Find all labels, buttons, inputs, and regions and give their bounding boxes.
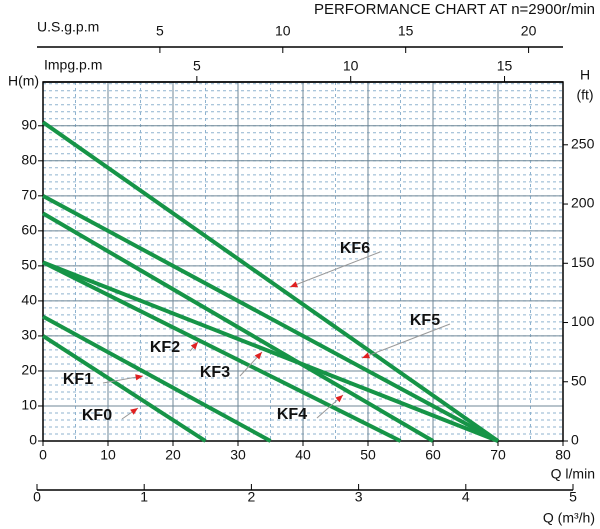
axis-tick-label: 15 — [398, 23, 414, 39]
curve — [42, 260, 499, 443]
axis-tick-label: 0 — [33, 489, 41, 505]
y2-tick-label: 50 — [571, 372, 587, 388]
arrow-head — [290, 281, 298, 288]
x-tick-label: 80 — [555, 447, 571, 463]
y2-tick-label: 250 — [571, 135, 595, 151]
y-tick-label: 80 — [21, 152, 37, 168]
y2-tick-label: 0 — [571, 432, 579, 448]
y-tick-label: 0 — [29, 432, 37, 448]
axis-tick-label: 10 — [343, 58, 359, 74]
series-label: KF3 — [200, 364, 230, 381]
y-tick-label: 70 — [21, 187, 37, 203]
x-tick-label: 30 — [230, 447, 246, 463]
y-axis-label: H(m) — [8, 73, 39, 89]
y-tick-label: 60 — [21, 222, 37, 238]
axis-tick-label: 10 — [275, 23, 291, 39]
axis-tick-label: 15 — [497, 58, 513, 74]
series-label: KF4 — [277, 406, 307, 423]
axis-tick-label: 2 — [248, 489, 256, 505]
x-tick-label: 0 — [39, 447, 47, 463]
curve — [42, 314, 272, 443]
axis-tick-label: 5 — [156, 23, 164, 39]
y-tick-label: 30 — [21, 327, 37, 343]
axis-tick-label: 5 — [193, 58, 201, 74]
series-label: KF0 — [82, 407, 112, 424]
x-tick-label: 10 — [100, 447, 116, 463]
leader-line — [361, 323, 451, 359]
axis-tick-label: 5 — [569, 489, 577, 505]
y2-axis-label: (ft) — [576, 87, 593, 103]
curve — [41, 120, 500, 443]
series-label: KF5 — [410, 312, 440, 329]
chart-title: PERFORMANCE CHART AT n=2900r/min — [314, 1, 595, 18]
x-tick-label: 50 — [360, 447, 376, 463]
arrow-head — [335, 395, 343, 403]
curve — [41, 211, 435, 443]
y2-tick-label: 100 — [571, 313, 595, 329]
axis-tick-label: 20 — [521, 23, 537, 39]
arrow-head — [254, 352, 262, 360]
leader-line — [289, 251, 381, 288]
curve — [42, 260, 402, 443]
arrow-head — [135, 374, 143, 381]
top-axis-label: U.S.g.p.m — [37, 19, 99, 35]
y-tick-label: 20 — [21, 362, 37, 378]
arrow-head — [190, 342, 198, 350]
arrow-head — [130, 408, 138, 415]
x-tick-label: 60 — [425, 447, 441, 463]
series-label: KF2 — [150, 339, 180, 356]
x-axis-label: Q (m³/h) — [543, 510, 595, 526]
top-axis-label: Impg.p.m — [44, 57, 102, 73]
x-tick-label: 40 — [295, 447, 311, 463]
axis-tick-label: 4 — [462, 489, 470, 505]
y-tick-label: 90 — [21, 116, 37, 132]
axis-tick-label: 1 — [140, 489, 148, 505]
x-axis-label: Q l/min — [551, 466, 595, 482]
series-label: KF6 — [340, 240, 370, 257]
y2-axis-label: H — [580, 67, 590, 83]
x-tick-label: 70 — [490, 447, 506, 463]
y2-tick-label: 200 — [571, 195, 595, 211]
curve — [42, 194, 499, 443]
curve — [41, 334, 207, 443]
x-tick-label: 20 — [165, 447, 181, 463]
arrow-head — [362, 352, 370, 359]
y-tick-label: 10 — [21, 397, 37, 413]
series-label: KF1 — [63, 371, 93, 388]
y-tick-label: 50 — [21, 257, 37, 273]
y-tick-label: 40 — [21, 292, 37, 308]
axis-tick-label: 3 — [355, 489, 363, 505]
y2-tick-label: 150 — [571, 254, 595, 270]
